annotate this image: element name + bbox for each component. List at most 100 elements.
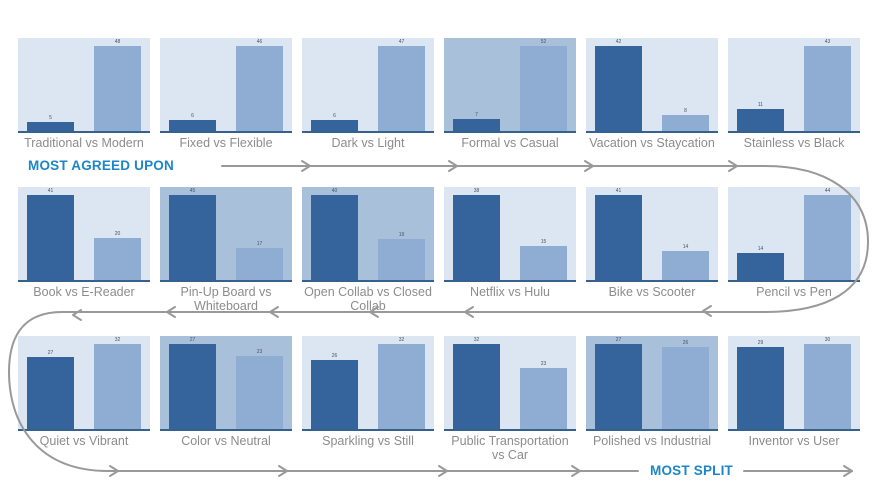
secondary-bar bbox=[804, 343, 851, 429]
primary-bar bbox=[595, 343, 642, 429]
chart-cell: 7 52 Formal vs Casual bbox=[444, 38, 576, 150]
primary-bar bbox=[737, 252, 784, 280]
left-bar-group: 27 bbox=[27, 336, 74, 429]
right-bar-group: 46 bbox=[236, 38, 283, 131]
mini-bar-chart: 27 32 bbox=[18, 336, 150, 431]
most-split-label: MOST SPLIT bbox=[650, 463, 733, 478]
right-bar-group: 52 bbox=[520, 38, 567, 131]
bar-value-label: 17 bbox=[256, 240, 263, 247]
secondary-bar bbox=[236, 356, 283, 429]
left-bar-group: 38 bbox=[453, 187, 500, 280]
left-bar-group: 41 bbox=[595, 187, 642, 280]
primary-bar bbox=[311, 359, 358, 429]
left-bar-group: 45 bbox=[169, 187, 216, 280]
bar-value-label: 30 bbox=[824, 336, 831, 343]
chart-cell: 26 32 Sparkling vs Still bbox=[302, 336, 434, 463]
primary-bar bbox=[453, 343, 500, 429]
primary-bar bbox=[737, 109, 784, 131]
right-bar-group: 23 bbox=[520, 336, 567, 429]
arrowhead-right-icon bbox=[301, 160, 311, 172]
bar-value-label: 11 bbox=[757, 102, 764, 109]
chart-title: Fixed vs Flexible bbox=[179, 136, 273, 150]
mini-bar-chart: 5 48 bbox=[18, 38, 150, 133]
primary-bar bbox=[595, 45, 642, 131]
right-bar-group: 48 bbox=[94, 38, 141, 131]
mini-bar-chart: 27 23 bbox=[160, 336, 292, 431]
left-bar-group: 11 bbox=[737, 38, 784, 131]
mini-bar-chart: 40 19 bbox=[302, 187, 434, 282]
right-bar-group: 32 bbox=[378, 336, 425, 429]
bar-value-label: 42 bbox=[615, 38, 622, 45]
chart-title: Inventor vs User bbox=[748, 434, 840, 448]
mini-bar-chart: 26 32 bbox=[302, 336, 434, 431]
primary-bar bbox=[27, 357, 74, 429]
bar-value-label: 43 bbox=[824, 38, 831, 45]
chart-title: Stainless vs Black bbox=[743, 136, 845, 150]
chart-title: Open Collab vs Closed Collab bbox=[304, 285, 432, 314]
chart-title: Traditional vs Modern bbox=[24, 136, 144, 150]
left-bar-group: 27 bbox=[595, 336, 642, 429]
right-bar-group: 14 bbox=[662, 187, 709, 280]
arrowhead-right-icon bbox=[109, 465, 119, 477]
arrowhead-right-icon bbox=[728, 160, 738, 172]
bar-value-label: 47 bbox=[398, 38, 405, 45]
right-bar-group: 32 bbox=[94, 336, 141, 429]
primary-bar bbox=[311, 194, 358, 280]
primary-bar bbox=[453, 119, 500, 131]
secondary-bar bbox=[378, 343, 425, 429]
mini-bar-chart: 41 20 bbox=[18, 187, 150, 282]
bar-value-label: 26 bbox=[682, 339, 689, 346]
left-bar-group: 7 bbox=[453, 38, 500, 131]
mini-bar-chart: 11 43 bbox=[728, 38, 860, 133]
right-bar-group: 44 bbox=[804, 187, 851, 280]
left-bar-group: 26 bbox=[311, 336, 358, 429]
chart-title: Polished vs Industrial bbox=[592, 434, 712, 448]
left-bar-group: 27 bbox=[169, 336, 216, 429]
chart-title: Dark vs Light bbox=[331, 136, 405, 150]
primary-bar bbox=[737, 346, 784, 429]
chart-title: Netflix vs Hulu bbox=[470, 285, 550, 299]
right-bar-group: 8 bbox=[662, 38, 709, 131]
bar-value-label: 32 bbox=[114, 336, 121, 343]
chart-title: Formal vs Casual bbox=[461, 136, 559, 150]
right-bar-group: 43 bbox=[804, 38, 851, 131]
secondary-bar bbox=[520, 45, 567, 131]
mini-bar-chart: 6 46 bbox=[160, 38, 292, 133]
secondary-bar bbox=[804, 194, 851, 280]
chart-cell: 42 8 Vacation vs Staycation bbox=[586, 38, 718, 150]
primary-bar bbox=[169, 343, 216, 429]
secondary-bar bbox=[520, 367, 567, 429]
chart-cell: 27 26 Polished vs Industrial bbox=[586, 336, 718, 463]
chart-cell: 14 44 Pencil vs Pen bbox=[728, 187, 860, 314]
bar-value-label: 23 bbox=[540, 360, 547, 367]
chart-cell: 29 30 Inventor vs User bbox=[728, 336, 860, 463]
chart-title: Pencil vs Pen bbox=[756, 285, 832, 299]
secondary-bar bbox=[662, 346, 709, 429]
bar-value-label: 44 bbox=[824, 187, 831, 194]
bar-value-label: 41 bbox=[615, 187, 622, 194]
mini-bar-chart: 45 17 bbox=[160, 187, 292, 282]
chart-row-middle: 41 20 Book vs E-Reader 45 17 Pin-Up Board vs … bbox=[18, 187, 860, 314]
chart-cell: 38 15 Netflix vs Hulu bbox=[444, 187, 576, 314]
primary-bar bbox=[595, 194, 642, 280]
right-bar-group: 26 bbox=[662, 336, 709, 429]
right-bar-group: 30 bbox=[804, 336, 851, 429]
left-bar-group: 6 bbox=[311, 38, 358, 131]
mini-bar-chart: 38 15 bbox=[444, 187, 576, 282]
secondary-bar bbox=[378, 239, 425, 280]
primary-bar bbox=[453, 194, 500, 280]
chart-row-most-split: 27 32 Quiet vs Vibrant 27 23 Color vs Neutral… bbox=[18, 336, 860, 463]
arrowhead-right-icon bbox=[448, 160, 458, 172]
right-bar-group: 47 bbox=[378, 38, 425, 131]
secondary-bar bbox=[804, 45, 851, 131]
secondary-bar bbox=[94, 45, 141, 131]
bar-value-label: 32 bbox=[473, 336, 480, 343]
bar-value-label: 29 bbox=[757, 339, 764, 346]
mini-bar-chart: 29 30 bbox=[728, 336, 860, 431]
chart-cell: 45 17 Pin-Up Board vs Whiteboard bbox=[160, 187, 292, 314]
arrowhead-right-icon bbox=[584, 160, 594, 172]
bar-value-label: 5 bbox=[49, 115, 52, 122]
bar-value-label: 27 bbox=[47, 350, 54, 357]
chart-cell: 27 23 Color vs Neutral bbox=[160, 336, 292, 463]
bar-value-label: 46 bbox=[256, 38, 263, 45]
